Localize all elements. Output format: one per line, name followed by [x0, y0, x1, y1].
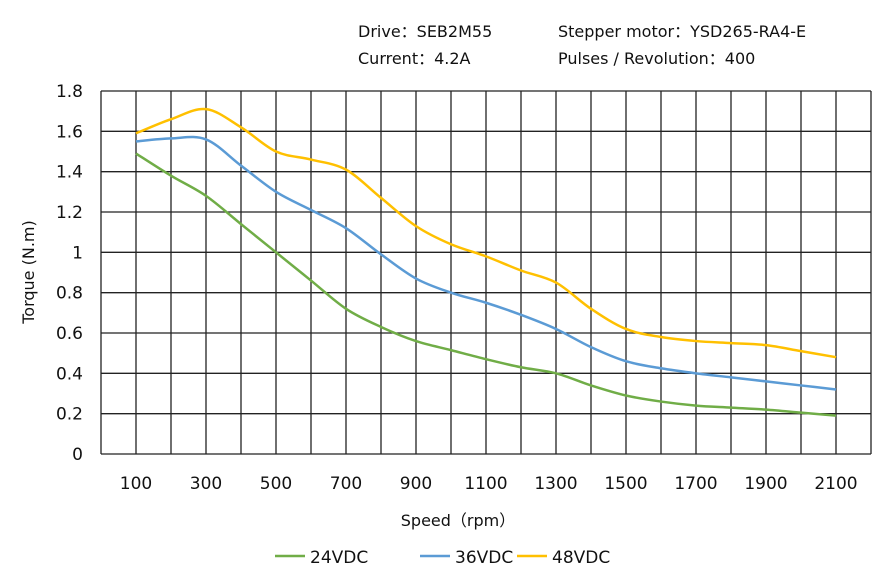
- legend-label: 36VDC: [455, 548, 513, 568]
- motor-label: Stepper motor：YSD265-RA4-E: [558, 22, 807, 41]
- series-line-36vdc: [135, 135, 837, 391]
- y-tick-label: 1.2: [56, 203, 83, 223]
- x-tick-label: 300: [190, 474, 222, 494]
- y-tick-label: 0.4: [56, 364, 83, 384]
- current-label: Current：4.2A: [358, 49, 471, 68]
- x-tick-label: 500: [260, 474, 292, 494]
- x-tick-label: 1900: [744, 474, 787, 494]
- y-tick-label: 0.2: [56, 405, 83, 425]
- x-tick-label: 1700: [674, 474, 717, 494]
- x-tick-label: 1300: [534, 474, 577, 494]
- y-axis-label: Torque (N.m): [19, 220, 38, 325]
- x-tick-label: 1100: [464, 474, 507, 494]
- y-tick-label: 0: [72, 445, 83, 465]
- y-tick-label: 1.6: [56, 122, 83, 142]
- series-line-48vdc: [135, 107, 837, 359]
- x-tick-label: 100: [120, 474, 152, 494]
- x-tick-label: 700: [330, 474, 362, 494]
- y-tick-label: 1.4: [56, 163, 83, 183]
- y-tick-label: 1.8: [56, 82, 83, 102]
- x-tick-label: 1500: [604, 474, 647, 494]
- y-tick-label: 1: [72, 243, 83, 263]
- pulses-label: Pulses / Revolution：400: [558, 49, 756, 68]
- x-tick-label: 900: [400, 474, 432, 494]
- y-tick-label: 0.6: [56, 324, 83, 344]
- legend-label: 24VDC: [310, 548, 368, 568]
- drive-label: Drive：SEB2M55: [358, 22, 493, 41]
- legend-label: 48VDC: [552, 548, 610, 568]
- x-axis-label: Speed（rpm）: [401, 511, 515, 530]
- y-tick-label: 0.8: [56, 284, 83, 304]
- series-line-24vdc: [135, 152, 837, 417]
- x-tick-label: 2100: [814, 474, 857, 494]
